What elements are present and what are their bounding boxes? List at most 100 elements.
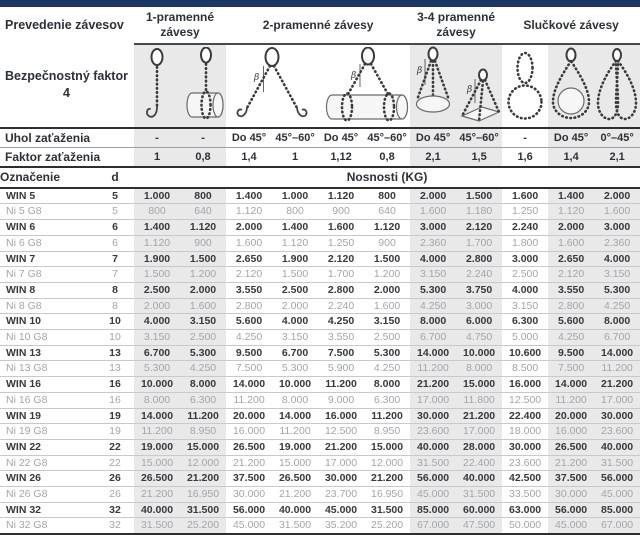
row-label: Ni 13 G8	[0, 360, 96, 378]
row-label: WIN 22	[0, 439, 96, 456]
row-diameter: 10	[96, 329, 135, 346]
capacity-value: 16.950	[364, 486, 411, 503]
load-angle-row: Uhol zaťaženia - - Do 45° 45°–60° Do 45°…	[0, 126, 640, 148]
factor-value: 1,12	[318, 146, 365, 168]
capacity-value: 40.000	[456, 470, 503, 488]
capacity-value: 2.800	[318, 282, 365, 299]
capacity-value: 2.800	[226, 298, 273, 315]
row-diameter: 5	[96, 187, 135, 205]
capacity-value: 800	[364, 187, 411, 205]
capacity-value: 21.200	[594, 376, 640, 393]
capacity-value: 15.000	[272, 455, 319, 472]
factor-value: 0,8	[180, 146, 227, 168]
row-label: WIN 13	[0, 345, 96, 362]
capacity-value: 4.250	[410, 298, 457, 315]
angle-value: Do 45°	[548, 126, 595, 148]
capacity-value: 1.500	[272, 266, 319, 283]
capacity-rows: WIN 5 5 1.000 800 1.400 1.000 1.120 800 2.000 1.5…	[0, 187, 640, 535]
capacity-value: 9.500	[226, 345, 273, 362]
capacity-value: 85.000	[594, 502, 640, 519]
load-factor-label: Faktor zaťaženia	[0, 146, 135, 168]
capacity-value: 20.000	[548, 408, 595, 425]
capacity-value: 17.000	[594, 392, 640, 409]
capacity-value: 5.000	[502, 329, 549, 346]
row-diameter: 16	[96, 392, 135, 409]
capacity-value: 63.000	[502, 502, 549, 519]
capacity-value: 1.600	[226, 235, 273, 252]
capacity-value: 900	[318, 203, 365, 221]
row-diameter: 26	[96, 470, 135, 488]
capacity-value: 4.250	[180, 360, 227, 378]
table-row: WIN 5 5 1.000 800 1.400 1.000 1.120 800 2.000 1.5…	[0, 187, 640, 205]
capacity-value: 1.600	[180, 298, 227, 315]
group-header-row: Prevedenie závesov 1-pramenné závesy 2-p…	[0, 7, 640, 45]
capacity-value: 31.500	[410, 455, 457, 472]
capacity-value: 8.950	[364, 423, 411, 440]
capacity-value: 45.000	[318, 502, 365, 519]
capacity-value: 2.000	[548, 219, 595, 236]
table-row: Ni 32 G8 32 31.500 25.200 45.000 31.500 35.200…	[0, 517, 640, 535]
row-label: WIN 32	[0, 502, 96, 519]
beta-angle-label: β	[253, 73, 259, 83]
sling-capacity-table: Prevedenie závesov 1-pramenné závesy 2-p…	[0, 7, 640, 535]
capacity-value: 3.150	[134, 329, 181, 346]
capacity-value: 5.300	[272, 360, 319, 378]
diameter-header: d	[96, 166, 135, 189]
capacity-value: 15.000	[134, 455, 181, 472]
angle-value: Do 45°	[226, 126, 273, 148]
capacity-value: 4.250	[226, 329, 273, 346]
capacity-value: 2.500	[272, 282, 319, 299]
capacity-value: 2.800	[548, 298, 595, 315]
capacity-value: 1.900	[134, 251, 181, 268]
capacity-value: 1.180	[456, 203, 503, 221]
capacity-value: 85.000	[410, 502, 457, 519]
table-row: Ni 22 G8 22 15.000 12.000 21.200 15.000 17.000…	[0, 455, 640, 472]
factor-value: 1,5	[456, 146, 503, 168]
capacity-value: 14.000	[134, 408, 181, 425]
capacity-value: 3.150	[594, 266, 640, 283]
row-diameter: 19	[96, 408, 135, 425]
capacity-value: 22.400	[456, 455, 503, 472]
capacity-value: 1.900	[272, 251, 319, 268]
capacity-value: 10.600	[502, 345, 549, 362]
capacity-value: 1.500	[456, 187, 503, 205]
factor-value: 2,1	[594, 146, 640, 168]
capacity-value: 1.120	[180, 219, 227, 236]
row-diameter: 6	[96, 235, 135, 252]
capacity-value: 22.400	[502, 408, 549, 425]
table-row: Ni 16 G8 16 8.000 6.300 11.200 8.000 9.000 6.30…	[0, 392, 640, 409]
group-single-leg: 1-pramenné závesy	[134, 7, 227, 45]
capacity-value: 45.000	[594, 486, 640, 503]
row-label: WIN 6	[0, 219, 96, 236]
capacity-value: 14.000	[594, 345, 640, 362]
capacity-value: 31.500	[180, 502, 227, 519]
capacity-value: 23.600	[410, 423, 457, 440]
capacity-value: 2.000	[364, 282, 411, 299]
capacity-value: 3.000	[502, 251, 549, 268]
capacity-value: 5.900	[318, 360, 365, 378]
basket-sling-icon	[594, 43, 640, 128]
capacity-value: 19.000	[272, 439, 319, 456]
capacity-value: 5.300	[364, 345, 411, 362]
capacity-value: 23.700	[318, 486, 365, 503]
capacity-value: 67.000	[594, 517, 640, 535]
capacity-value: 1.250	[502, 203, 549, 221]
factor-value: 0,8	[364, 146, 411, 168]
row-label: Ni 22 G8	[0, 455, 96, 472]
capacity-value: 17.000	[410, 392, 457, 409]
three-leg-sling-icon: β	[410, 43, 457, 128]
capacity-value: 14.000	[410, 345, 457, 362]
capacity-value: 20.000	[226, 408, 273, 425]
capacity-value: 21.200	[318, 439, 365, 456]
capacity-value: 40.000	[410, 439, 457, 456]
capacity-value: 4.000	[410, 251, 457, 268]
row-label: Ni 16 G8	[0, 392, 96, 409]
capacity-value: 12.000	[180, 455, 227, 472]
row-label: Ni 8 G8	[0, 298, 96, 315]
capacity-value: 5.300	[180, 345, 227, 362]
capacity-value: 21.200	[180, 470, 227, 488]
capacity-value: 30.000	[548, 486, 595, 503]
row-label: Ni 5 G8	[0, 203, 96, 221]
capacity-value: 21.200	[456, 408, 503, 425]
capacity-value: 1.500	[134, 266, 181, 283]
